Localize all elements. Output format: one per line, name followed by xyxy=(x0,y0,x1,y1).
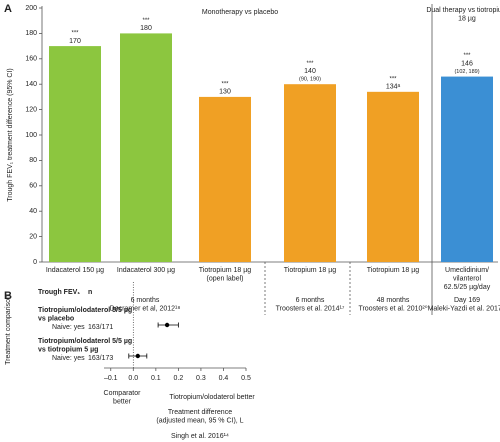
y-tick-label: 20 xyxy=(29,233,37,240)
study-label: 6 months Troosters et al. 2014¹⁷ xyxy=(276,297,345,312)
x-tick-label: Indacaterol 150 µg xyxy=(46,267,104,274)
column-header: Trough FEV₁ xyxy=(38,289,80,296)
x-tick-label: –0.1 xyxy=(104,375,118,382)
value-label: 170 xyxy=(69,38,81,45)
significance: *** xyxy=(221,81,229,87)
significance: *** xyxy=(463,53,471,59)
group-header: Monotherapy vs placebo xyxy=(202,9,278,16)
y-tick-label: 120 xyxy=(25,106,37,113)
value-label: 130 xyxy=(219,89,231,96)
y-tick-label: 80 xyxy=(29,157,37,164)
bar xyxy=(367,91,419,262)
y-tick-label: 0 xyxy=(33,259,37,266)
panel-label: A xyxy=(4,3,12,15)
significance: *** xyxy=(142,18,150,24)
study-label: 48 months Troosters et al. 2010²⁰ xyxy=(358,297,427,312)
x-tick-label: Tiotropium 18 µg xyxy=(284,267,337,274)
direction-label: Tiotropium/olodaterol better xyxy=(169,394,255,401)
bar xyxy=(441,76,493,262)
significance: *** xyxy=(389,76,397,82)
bar xyxy=(199,96,251,263)
x-tick-label: 0.5 xyxy=(241,375,251,382)
group-header: Dual therapy vs tiotropium 18 µg xyxy=(426,7,500,22)
value-label: 180 xyxy=(140,25,152,32)
x-tick-label: 0.3 xyxy=(196,375,206,382)
y-axis-title: Trough FEV₁ treatment difference (95% CI… xyxy=(7,68,14,201)
x-tick-label: Umeclidinium/vilanterol 62.5/25 µg/day xyxy=(444,267,491,291)
x-tick-label: 0.0 xyxy=(128,375,138,382)
value-label: 140 xyxy=(304,68,316,75)
n-label: 163/173 xyxy=(88,355,113,362)
direction-label: Comparator better xyxy=(104,390,142,405)
value-label: 134ᵃ xyxy=(386,84,401,91)
source: Singh et al. 2016¹⁴ xyxy=(171,433,229,440)
study-label: Day 169 Maleki-Yazdi et al. 2017¹² xyxy=(428,297,500,312)
bar xyxy=(120,33,172,263)
y-axis-title: Treatment comparison xyxy=(5,295,12,365)
x-axis-title: Treatment difference (adjusted mean, 95 %… xyxy=(156,409,243,424)
y-tick-label: 100 xyxy=(25,132,37,139)
panel-label: B xyxy=(4,290,12,302)
value-label: 146 xyxy=(461,60,473,67)
point-estimate xyxy=(164,322,170,328)
y-tick-label: 200 xyxy=(25,5,37,12)
x-tick-label: Tiotropium 18 µg (open label) xyxy=(199,267,252,282)
y-tick-label: 140 xyxy=(25,81,37,88)
bar xyxy=(49,46,101,262)
ci-label: (102, 189) xyxy=(454,69,479,75)
bar xyxy=(284,84,336,262)
significance: *** xyxy=(306,61,314,67)
x-tick-label: Tiotropium 18 µg xyxy=(367,267,420,274)
y-tick-label: 60 xyxy=(29,183,37,190)
y-tick-label: 160 xyxy=(25,56,37,63)
study-label: 6 months Decramer et al, 2012¹⁸ xyxy=(110,297,181,312)
x-tick-label: 0.4 xyxy=(219,375,229,382)
x-tick-label: 0.2 xyxy=(174,375,184,382)
point-estimate xyxy=(135,353,141,359)
subgroup: Naive: yes xyxy=(52,355,85,362)
row-label: Tiotropium/olodaterol 5/5 µg vs tiotropiu… xyxy=(38,338,132,353)
x-tick-label: 0.1 xyxy=(151,375,161,382)
x-tick-label: Indacaterol 300 µg xyxy=(117,267,175,274)
row-label: Tiotropium/olodaterol 5/5 µg vs placebo xyxy=(38,307,132,322)
subgroup: Naive: yes xyxy=(52,324,85,331)
column-header: n xyxy=(88,289,92,296)
ci-label: (90, 190) xyxy=(299,77,321,83)
significance: *** xyxy=(71,31,79,37)
y-tick-label: 180 xyxy=(25,30,37,37)
n-label: 163/171 xyxy=(88,324,113,331)
y-tick-label: 40 xyxy=(29,208,37,215)
